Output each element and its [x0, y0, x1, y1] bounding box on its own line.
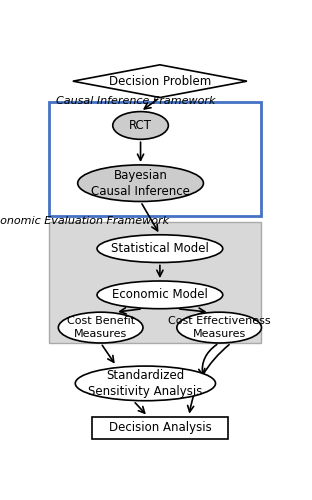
Text: Decision Problem: Decision Problem [109, 74, 211, 88]
Text: Statistical Model: Statistical Model [111, 242, 209, 255]
Ellipse shape [97, 235, 223, 262]
Ellipse shape [97, 281, 223, 308]
Polygon shape [73, 65, 247, 98]
FancyBboxPatch shape [49, 222, 261, 343]
Text: RCT: RCT [129, 119, 152, 132]
Ellipse shape [75, 366, 216, 400]
Ellipse shape [177, 312, 261, 343]
Ellipse shape [113, 112, 168, 140]
FancyBboxPatch shape [49, 102, 261, 216]
Ellipse shape [78, 165, 203, 202]
Text: Causal Inference Framework: Causal Inference Framework [56, 96, 215, 106]
Text: Economic Evaluation Framework: Economic Evaluation Framework [0, 216, 169, 226]
Text: Cost Effectiveness
Measures: Cost Effectiveness Measures [168, 316, 271, 339]
FancyBboxPatch shape [92, 416, 228, 439]
Text: Standardized
Sensitivity Analysis: Standardized Sensitivity Analysis [88, 369, 202, 398]
Text: Decision Analysis: Decision Analysis [109, 421, 211, 434]
Text: Economic Model: Economic Model [112, 288, 208, 302]
Text: Cost Benefit
Measures: Cost Benefit Measures [66, 316, 135, 339]
Text: Bayesian
Causal Inference: Bayesian Causal Inference [91, 168, 190, 198]
Ellipse shape [58, 312, 143, 343]
